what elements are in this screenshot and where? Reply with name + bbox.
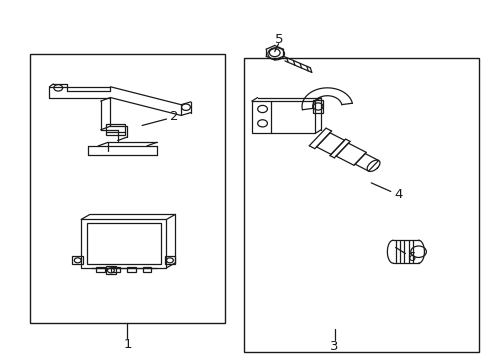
Bar bbox=[72, 256, 83, 264]
Bar bbox=[105, 266, 116, 274]
Bar bbox=[30, 54, 224, 323]
Text: 4: 4 bbox=[393, 188, 402, 201]
Bar bbox=[96, 267, 104, 272]
Bar bbox=[87, 223, 160, 264]
Text: 3: 3 bbox=[330, 339, 338, 352]
Bar bbox=[81, 220, 166, 268]
Bar bbox=[111, 267, 120, 272]
Text: 6: 6 bbox=[407, 251, 415, 264]
Text: 2: 2 bbox=[169, 111, 178, 123]
Bar bbox=[127, 267, 136, 272]
Bar bbox=[312, 100, 323, 113]
Bar bbox=[251, 101, 315, 134]
Text: 5: 5 bbox=[275, 32, 283, 46]
Bar bbox=[164, 256, 175, 264]
Text: 1: 1 bbox=[123, 338, 131, 351]
Bar bbox=[142, 267, 151, 272]
Bar bbox=[105, 125, 125, 135]
Bar bbox=[244, 58, 478, 352]
